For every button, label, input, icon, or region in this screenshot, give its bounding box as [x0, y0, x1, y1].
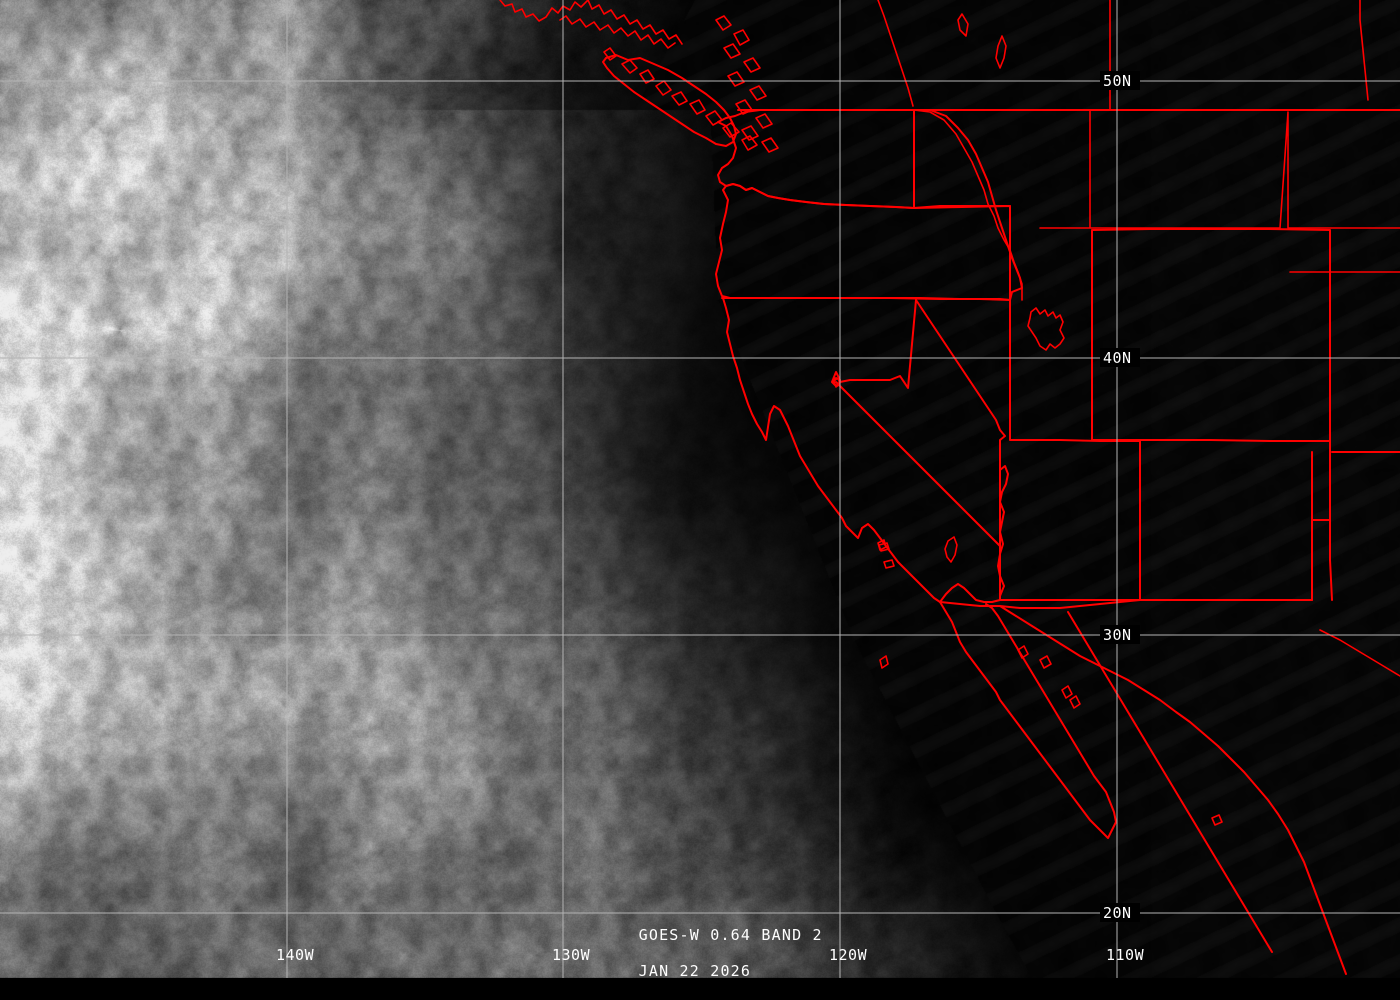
caption-date: JAN 22 2026: [638, 962, 752, 980]
caption-text: GOES-W 0.64 BAND 2 JAN 22 2026 01:30 Z N…: [577, 908, 823, 1000]
caption-product: GOES-W 0.64 BAND 2: [638, 926, 823, 944]
image-caption-bar: GOES-W 0.64 BAND 2 JAN 22 2026 01:30 Z N…: [0, 926, 1400, 1000]
caption-gap-1: [639, 944, 680, 962]
caption-time: 01:30 Z: [639, 998, 711, 1000]
caption-gap-2: [639, 980, 649, 998]
